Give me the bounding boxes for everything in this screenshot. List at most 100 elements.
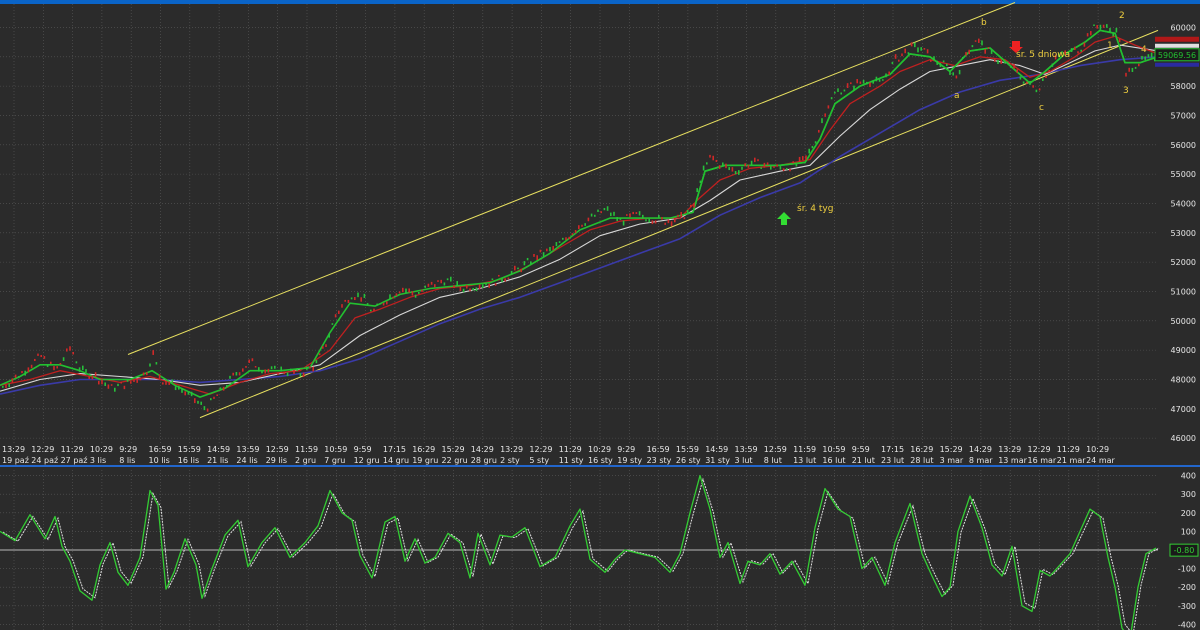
- candle-marker: [552, 245, 554, 251]
- candle-marker: [117, 383, 119, 387]
- channel-lower-line: [199, 29, 1159, 419]
- candle-marker: [1019, 76, 1022, 80]
- candle-marker: [24, 370, 26, 376]
- candle-marker: [120, 381, 122, 384]
- candle-marker: [274, 365, 276, 369]
- candle-marker: [1048, 69, 1050, 72]
- candle-marker: [1112, 33, 1114, 37]
- price-tick-label: 60000: [1171, 23, 1196, 32]
- candle-marker: [2, 385, 4, 388]
- candle-marker: [440, 279, 442, 284]
- candle-marker: [434, 284, 436, 288]
- candle-marker: [232, 372, 234, 376]
- candle-marker: [139, 378, 142, 381]
- candle-marker: [251, 358, 254, 362]
- candle-marker: [1147, 54, 1150, 58]
- candle-marker: [971, 45, 974, 48]
- date-tick-label: 2 gru: [295, 456, 316, 465]
- candle-marker: [990, 49, 993, 54]
- candle-marker: [779, 166, 782, 170]
- oscillator-tick-label: 200: [1181, 509, 1196, 518]
- candle-marker: [734, 171, 737, 175]
- candle-marker: [914, 42, 916, 48]
- down-arrow-icon: [1009, 41, 1023, 53]
- window-top-bar: [0, 0, 1200, 4]
- oscillator-panel: 4003002001000-100-200-300-400 -0.80: [0, 470, 1199, 630]
- candle-marker: [725, 163, 727, 169]
- time-tick-label: 15:59: [178, 445, 201, 454]
- date-tick-label: 12 gru: [354, 456, 380, 465]
- candle-marker: [450, 276, 452, 282]
- candle-marker: [1144, 56, 1146, 60]
- oscillator-tick-label: -400: [1178, 620, 1196, 629]
- time-tick-label: 12:29: [1028, 445, 1051, 454]
- date-tick-label: 28 lut: [910, 456, 933, 465]
- date-tick-label: 13 mar: [998, 456, 1027, 465]
- date-tick-label: 24 paź: [31, 456, 58, 465]
- wave-label-1: 1: [1107, 41, 1113, 51]
- candle-marker: [469, 288, 471, 292]
- candle-marker: [1058, 53, 1060, 58]
- candle-marker: [926, 49, 929, 54]
- candle-marker: [315, 360, 318, 364]
- time-tick-label: 14:59: [705, 445, 728, 454]
- candle-marker: [344, 299, 346, 302]
- candle-marker: [661, 217, 663, 220]
- candle-marker: [174, 386, 177, 391]
- time-tick-label: 17:15: [383, 445, 406, 454]
- candle-marker: [267, 368, 270, 373]
- date-tick-label: 29 lis: [266, 456, 287, 465]
- candle-marker: [798, 156, 801, 162]
- candle-marker: [923, 48, 926, 50]
- candle-marker: [430, 281, 433, 285]
- candle-marker: [523, 261, 526, 266]
- candle-marker: [1032, 85, 1034, 88]
- candle-marker: [654, 220, 657, 224]
- date-tick-label: 11 sty: [559, 456, 584, 465]
- candle-marker: [856, 79, 858, 84]
- price-tick-label: 56000: [1171, 141, 1196, 150]
- candle-marker: [536, 255, 538, 260]
- candle-marker: [235, 372, 238, 376]
- candle-marker: [504, 278, 506, 282]
- candle-marker: [968, 49, 970, 55]
- candle-marker: [1134, 66, 1137, 69]
- candle-marker: [395, 293, 398, 297]
- date-tick-label: 16 mar: [1028, 456, 1057, 465]
- candle-marker: [597, 209, 599, 212]
- time-tick-label: 17:15: [881, 445, 904, 454]
- candle-marker: [610, 212, 612, 217]
- wave-label-3: 3: [1123, 86, 1129, 96]
- time-tick-label: 13:59: [236, 445, 259, 454]
- candle-markers: [2, 24, 1156, 412]
- candle-marker: [491, 278, 494, 280]
- date-tick-label: 22 gru: [442, 456, 468, 465]
- candle-marker: [1035, 89, 1038, 93]
- candle-marker: [462, 288, 465, 293]
- candle-marker: [1122, 55, 1124, 58]
- candle-marker: [827, 105, 830, 109]
- wave-label-2: 2: [1119, 11, 1125, 21]
- candle-marker: [898, 59, 900, 62]
- time-tick-label: 16:59: [149, 445, 172, 454]
- candle-marker: [245, 366, 247, 368]
- candle-marker: [34, 358, 36, 362]
- candle-marker: [1131, 67, 1134, 72]
- candle-marker: [1109, 27, 1111, 33]
- date-tick-label: 26 sty: [676, 456, 701, 465]
- candle-marker: [930, 59, 932, 62]
- current-oscillator-box-frame: [1169, 543, 1199, 557]
- candle-marker: [171, 379, 174, 383]
- candle-marker: [21, 371, 23, 374]
- candle-marker: [494, 283, 497, 286]
- candle-marker: [296, 368, 298, 371]
- candle-marker: [376, 303, 378, 306]
- candle-marker: [194, 398, 196, 404]
- time-tick-label: 11:29: [61, 445, 84, 454]
- candle-marker: [165, 381, 167, 385]
- candle-marker: [674, 218, 676, 223]
- candle-marker: [955, 75, 958, 79]
- oscillator-series: [0, 474, 1160, 630]
- price-panel: 6000059000580005700056000550005400053000…: [0, 2, 1200, 465]
- candle-marker: [546, 248, 548, 252]
